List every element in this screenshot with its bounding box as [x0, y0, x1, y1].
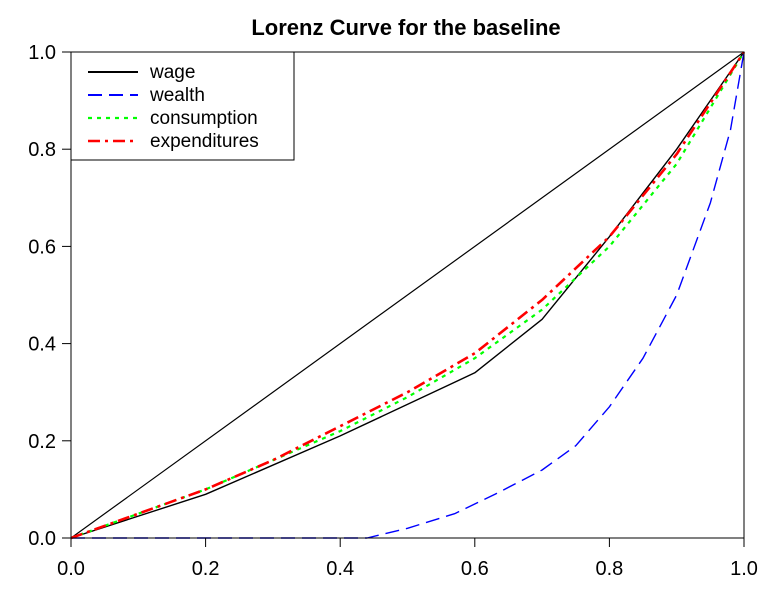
x-tick-label: 0.4: [326, 558, 354, 580]
x-tick-label: 1.0: [730, 558, 758, 580]
x-tick-label: 0.0: [57, 558, 85, 580]
series-line-expenditures: [70, 51, 746, 540]
chart-title: Lorenz Curve for the baseline: [251, 15, 560, 40]
series-line-wage: [70, 51, 745, 539]
y-tick-label: 0.6: [28, 236, 56, 258]
legend-label-wage: wage: [149, 62, 195, 83]
y-tick-label: 0.8: [28, 139, 56, 161]
x-tick-label: 0.6: [461, 558, 489, 580]
y-tick-label: 0.0: [28, 528, 56, 550]
x-tick-label: 0.8: [595, 558, 623, 580]
series-line-wealth: [71, 51, 745, 539]
legend-label-wealth: wealth: [149, 85, 205, 106]
y-tick-label: 1.0: [28, 42, 56, 64]
y-tick-label: 0.4: [28, 334, 56, 356]
legend-box: [70, 51, 295, 161]
x-tick-label: 0.2: [192, 558, 220, 580]
plot-frame: [70, 51, 745, 539]
legend-label-expenditures: expenditures: [150, 131, 259, 152]
legend-label-consumption: consumption: [150, 108, 258, 129]
equality-line: [70, 51, 745, 539]
y-tick-label: 0.2: [28, 431, 56, 453]
